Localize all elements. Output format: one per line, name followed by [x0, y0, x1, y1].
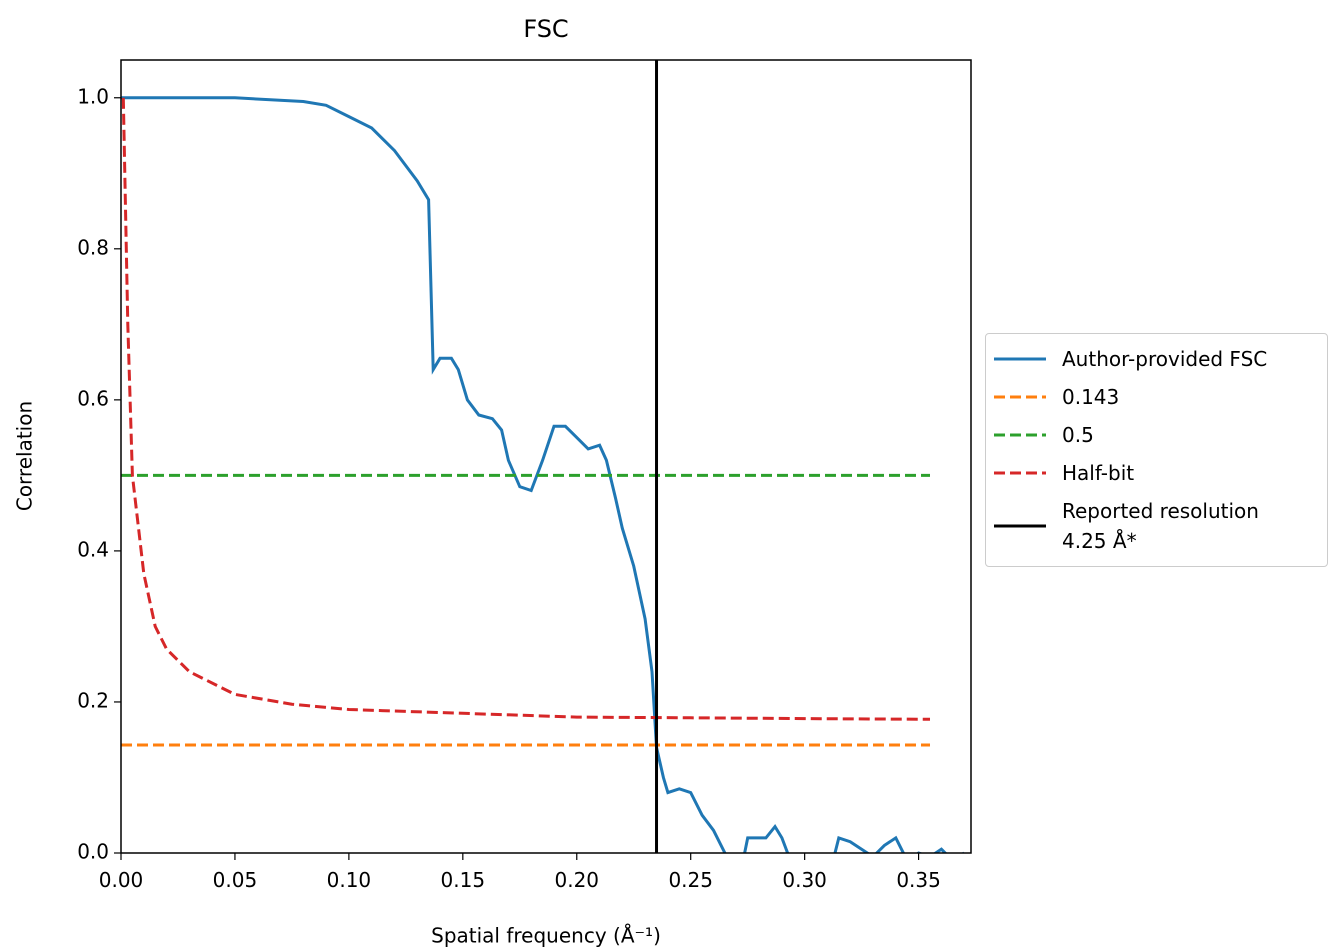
legend-swatch — [994, 357, 1046, 361]
legend-label: Reported resolution 4.25 Å* — [1062, 499, 1259, 553]
legend-label: Half-bit — [1062, 461, 1135, 485]
y-axis-label: Correlation — [13, 401, 37, 511]
x-tick-label: 0.35 — [896, 868, 941, 892]
legend-item: Reported resolution 4.25 Å* — [986, 492, 1327, 560]
y-tick-label: 0.4 — [77, 537, 109, 561]
x-tick-label: 0.10 — [327, 868, 372, 892]
y-tick-label: 1.0 — [77, 84, 109, 108]
x-tick-label: 0.30 — [782, 868, 827, 892]
x-tick-label: 0.00 — [99, 868, 144, 892]
y-tick-label: 0.2 — [77, 688, 109, 712]
series-line — [121, 97, 931, 721]
plot-area — [121, 60, 965, 853]
x-tick-label: 0.20 — [554, 868, 599, 892]
legend-label: 0.143 — [1062, 385, 1120, 409]
legend-swatch — [994, 433, 1046, 437]
chart-title: FSC — [523, 15, 568, 43]
y-tick-label: 0.6 — [77, 386, 109, 410]
legend-label: Author-provided FSC — [1062, 347, 1268, 371]
legend: Author-provided FSC 0.143 0.5 Half-bit Repor… — [985, 333, 1328, 567]
legend-swatch — [994, 524, 1046, 528]
legend-item: 0.5 — [986, 416, 1327, 454]
series-line — [121, 96, 965, 853]
x-axis-label: Spatial frequency (Å⁻¹) — [431, 924, 661, 948]
x-tick-label: 0.15 — [441, 868, 486, 892]
y-tick-label: 0.8 — [77, 235, 109, 259]
legend-label: 0.5 — [1062, 423, 1094, 447]
y-tick-label: 0.0 — [77, 840, 109, 864]
legend-swatch — [994, 471, 1046, 475]
legend-item: Half-bit — [986, 454, 1327, 492]
legend-swatch — [994, 395, 1046, 399]
x-tick-label: 0.05 — [213, 868, 258, 892]
legend-item: 0.143 — [986, 378, 1327, 416]
axes-frame — [120, 59, 972, 854]
legend-item: Author-provided FSC — [986, 340, 1327, 378]
x-tick-label: 0.25 — [668, 868, 713, 892]
